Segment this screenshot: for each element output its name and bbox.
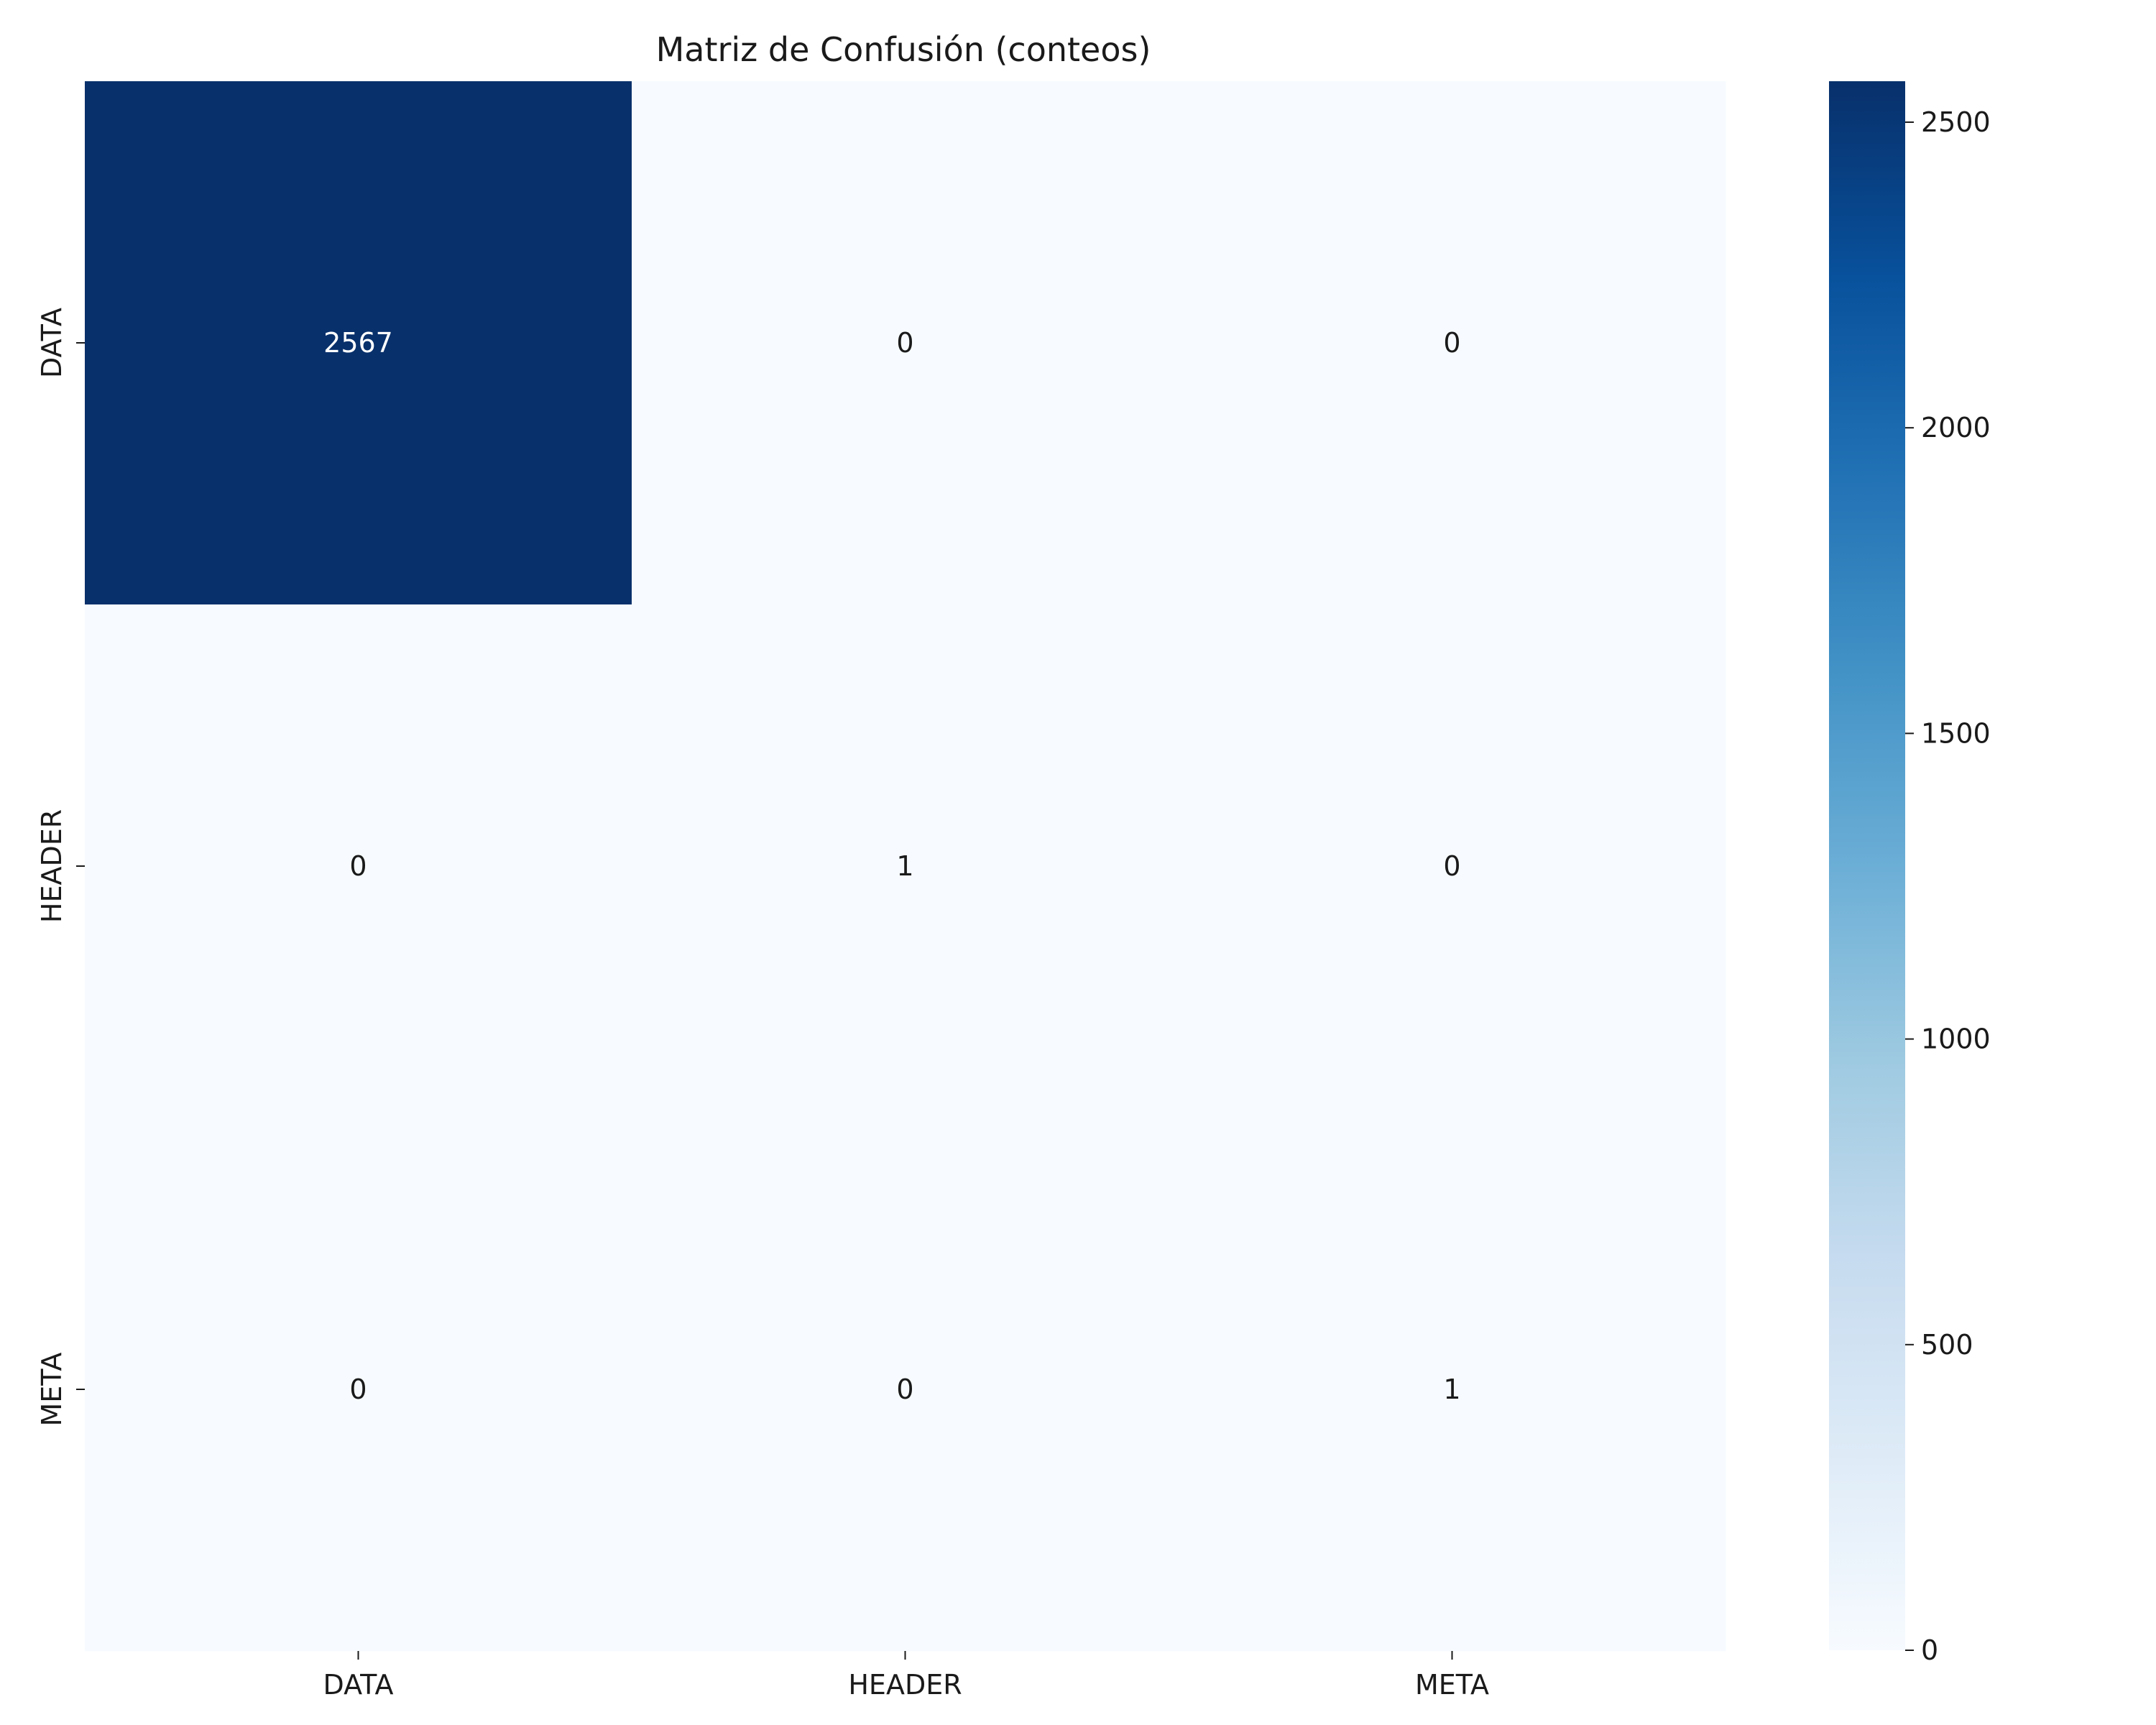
cell-annotation: 1 bbox=[1443, 1374, 1460, 1405]
heatmap-cell-labels: 2567 0 0 0 1 0 0 0 1 bbox=[323, 327, 1460, 1405]
heatmap-cell-meta-header bbox=[632, 1128, 1179, 1652]
cell-annotation: 0 bbox=[896, 1374, 913, 1405]
heatmap-cell-data-meta bbox=[1179, 81, 1726, 605]
cell-annotation: 1 bbox=[896, 850, 913, 882]
y-axis: DATA HEADER META bbox=[36, 308, 85, 1427]
x-tick-label: DATA bbox=[323, 1669, 394, 1701]
colorbar-tick-label: 1500 bbox=[1921, 717, 1991, 749]
colorbar-tick-label: 2000 bbox=[1921, 412, 1991, 443]
heatmap-cell-data-data bbox=[85, 81, 632, 605]
heatmap-cell-meta-data bbox=[85, 1128, 632, 1652]
chart-title: Matriz de Confusión (conteos) bbox=[656, 30, 1151, 69]
colorbar bbox=[1829, 81, 1905, 1650]
heatmap-cell-header-data bbox=[85, 604, 632, 1128]
heatmap-cell-meta-meta bbox=[1179, 1128, 1726, 1652]
heatmap-cell-data-header bbox=[632, 81, 1179, 605]
y-tick-label: HEADER bbox=[36, 809, 68, 923]
y-tick-label: META bbox=[36, 1352, 68, 1426]
colorbar-axis: 0 500 1000 1500 2000 2500 bbox=[1905, 106, 1991, 1666]
colorbar-tick-label: 0 bbox=[1921, 1634, 1938, 1666]
cell-annotation: 0 bbox=[349, 1374, 367, 1405]
colorbar-tick-label: 2500 bbox=[1921, 106, 1991, 138]
heatmap-cells bbox=[85, 81, 1726, 1652]
colorbar-tick-label: 1000 bbox=[1921, 1024, 1991, 1055]
x-axis: DATA HEADER META bbox=[323, 1651, 1489, 1701]
x-tick-label: META bbox=[1415, 1669, 1489, 1701]
cell-annotation: 0 bbox=[1443, 850, 1460, 882]
heatmap-cell-header-meta bbox=[1179, 604, 1726, 1128]
cell-annotation: 2567 bbox=[323, 327, 393, 359]
cell-annotation: 0 bbox=[896, 327, 913, 359]
y-tick-label: DATA bbox=[36, 308, 68, 378]
cell-annotation: 0 bbox=[349, 850, 367, 882]
x-tick-label: HEADER bbox=[848, 1669, 962, 1701]
cell-annotation: 0 bbox=[1443, 327, 1460, 359]
heatmap-cell-header-header bbox=[632, 604, 1179, 1128]
colorbar-tick-label: 500 bbox=[1921, 1329, 1973, 1361]
